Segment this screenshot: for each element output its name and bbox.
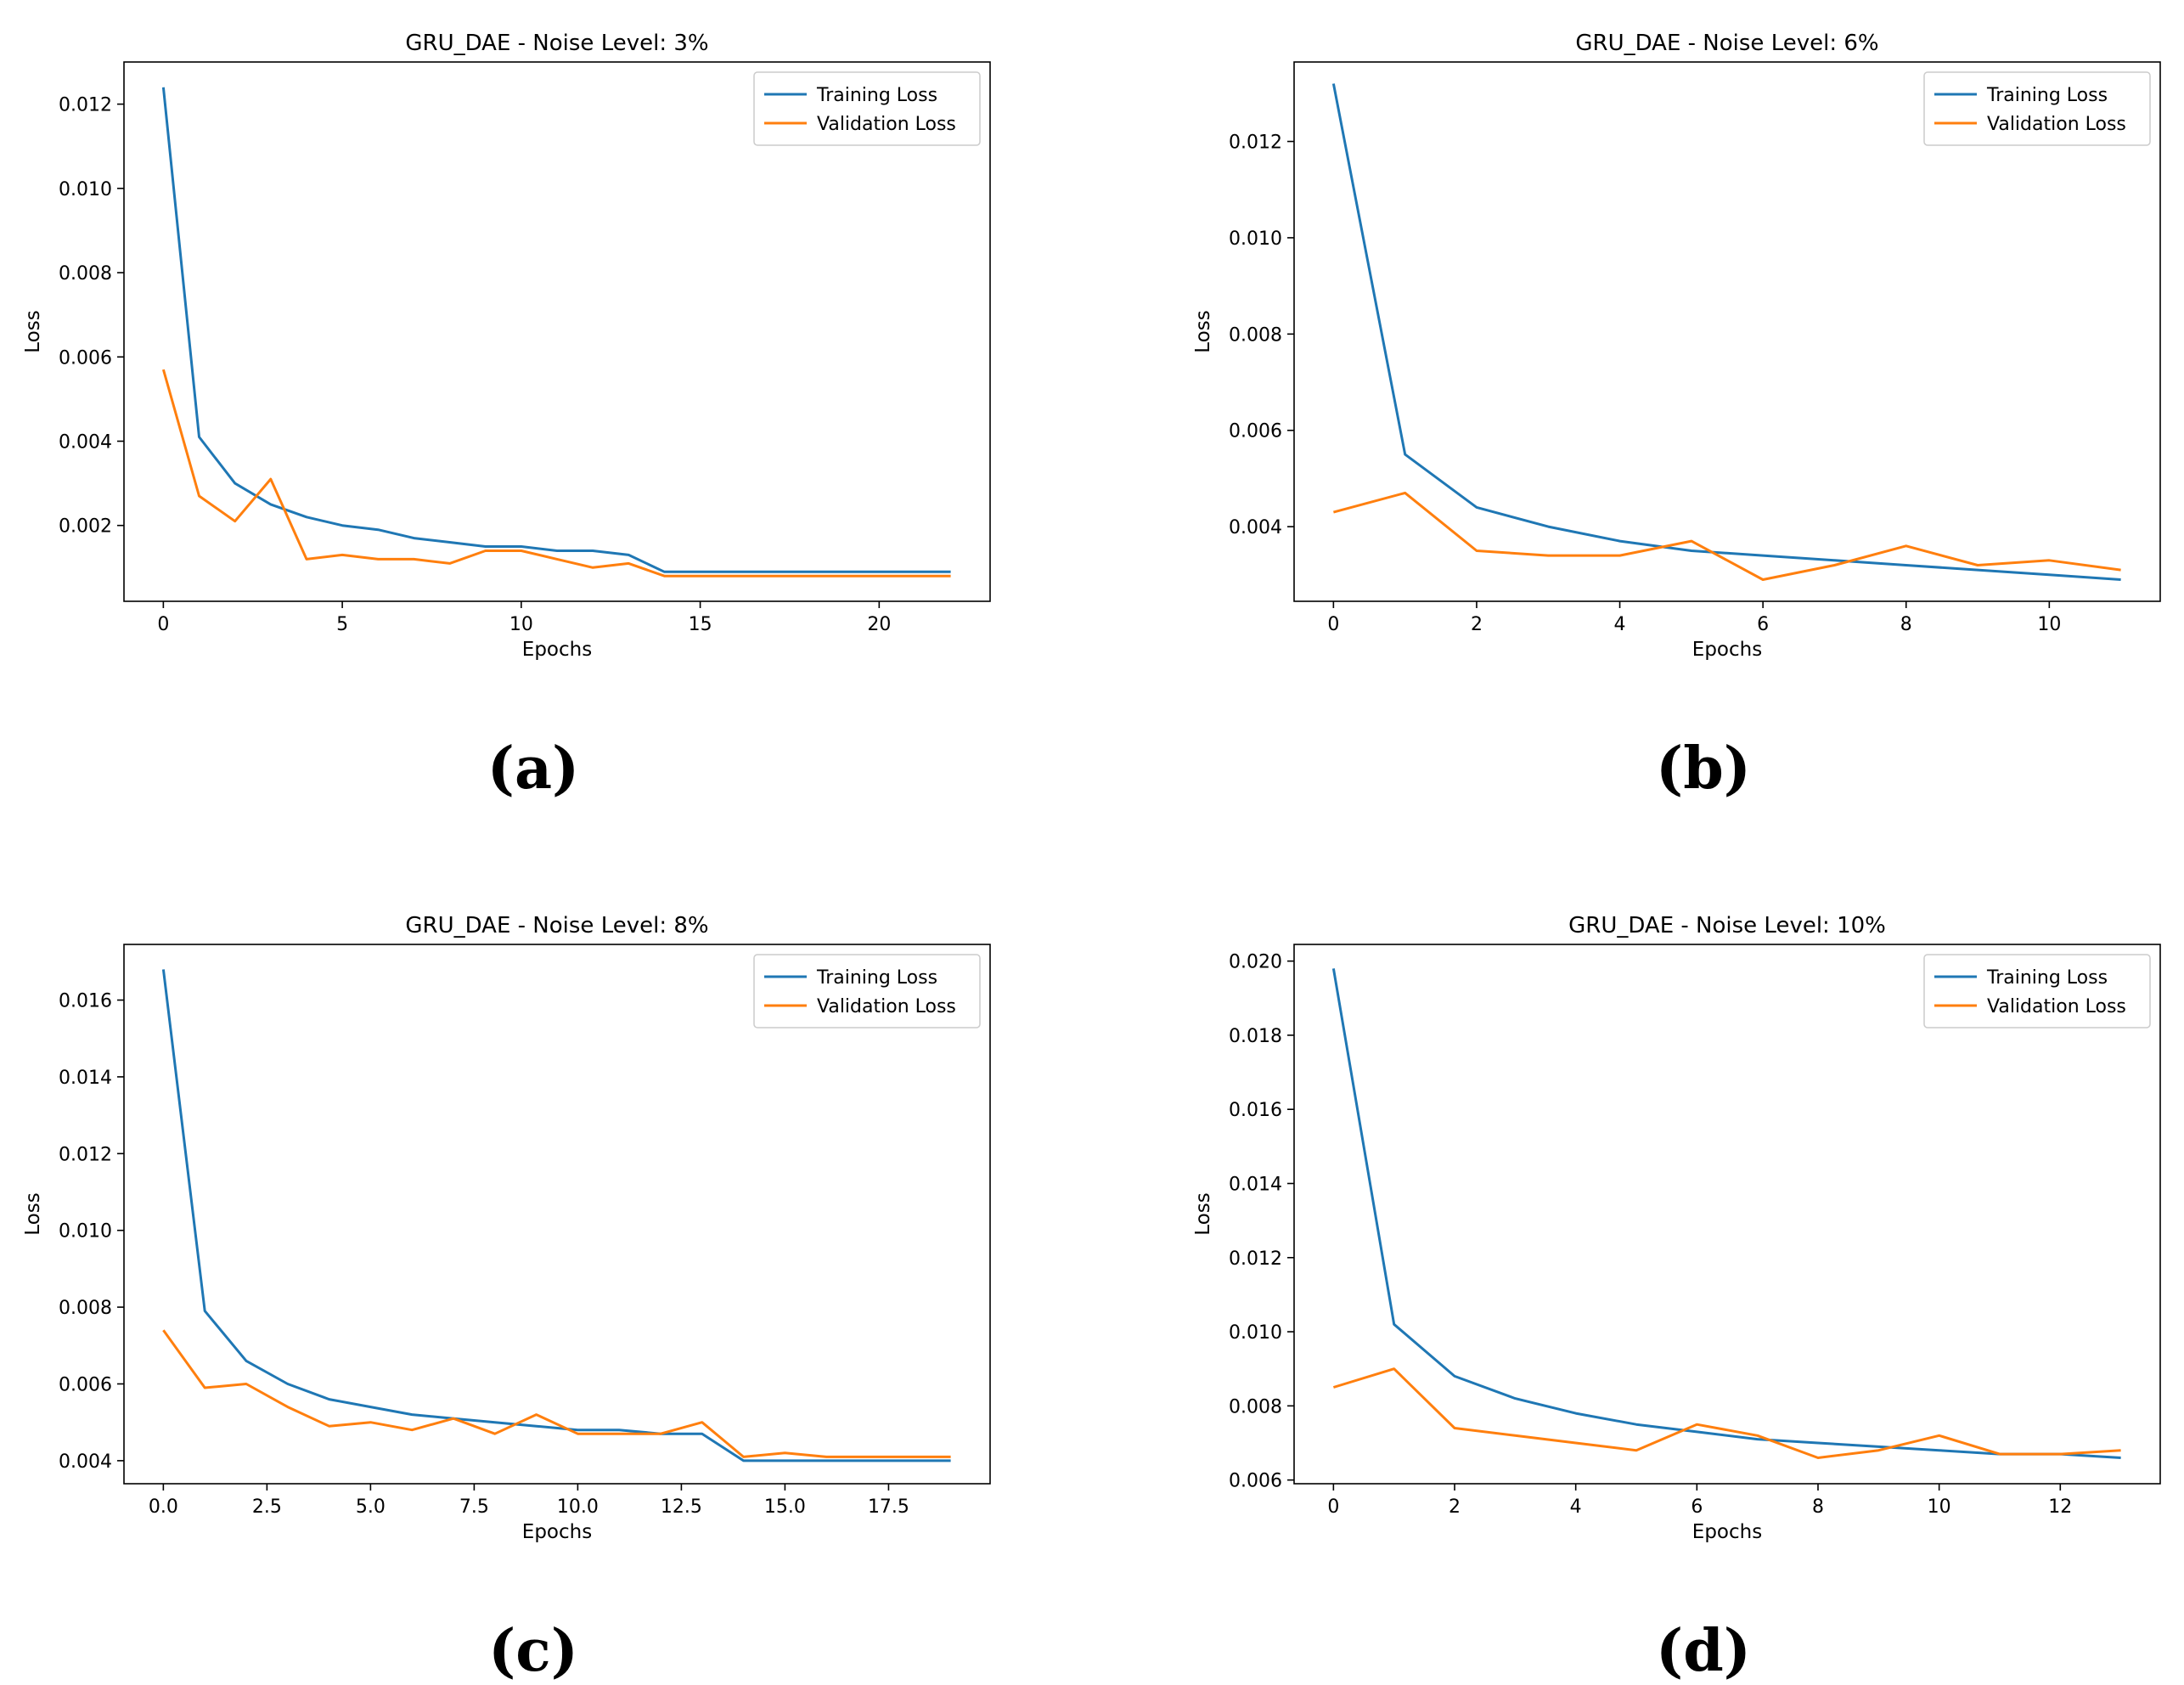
x-tick-label: 10 (1928, 1496, 1951, 1518)
y-tick-label: 0.008 (1229, 324, 1282, 346)
legend-label-training-loss: Training Loss (816, 85, 937, 106)
legend-label-training-loss: Training Loss (1986, 85, 2108, 106)
x-tick-label: 0 (157, 614, 169, 635)
x-tick-label: 10 (509, 614, 533, 635)
x-tick-label: 6 (1757, 614, 1769, 635)
y-tick-label: 0.008 (59, 1298, 112, 1319)
y-tick-label: 0.012 (59, 1144, 112, 1165)
x-tick-label: 4 (1570, 1496, 1582, 1518)
x-tick-label: 0 (1327, 614, 1339, 635)
series-line-training-loss (161, 969, 951, 1462)
chart-panel-c: GRU_DAE - Noise Level: 8% 0.0 2.5 5.0 7.5 10.… (22, 913, 991, 1685)
x-tick-label: 7.5 (459, 1496, 489, 1518)
x-tick-label: 5 (336, 614, 348, 635)
y-tick-label: 0.010 (59, 179, 112, 200)
y-axis-label: Loss (1192, 310, 1214, 352)
series-line-validation-loss (1333, 491, 2121, 581)
x-tick-label: 15 (689, 614, 712, 635)
x-tick-label: 12.5 (661, 1496, 702, 1518)
y-tick-label: 0.004 (1229, 517, 1282, 538)
legend-label-training-loss: Training Loss (1986, 967, 2108, 989)
y-tick-label: 0.006 (59, 347, 112, 369)
panel-caption: (d) (1656, 1617, 1751, 1685)
panel-caption: (b) (1656, 735, 1751, 803)
x-tick-label: 10 (2037, 614, 2061, 635)
x-tick-label: 8 (1900, 614, 1912, 635)
y-tick-label: 0.010 (1229, 228, 1282, 250)
y-tick-label: 0.008 (59, 263, 112, 285)
x-tick-label: 0 (1327, 1496, 1339, 1518)
y-tick-label: 0.020 (1229, 952, 1282, 973)
series-line-training-loss (1331, 83, 2121, 581)
x-tick-label: 4 (1614, 614, 1626, 635)
y-axis-label: Loss (22, 310, 44, 352)
legend-box (753, 954, 981, 1028)
x-axis-label: Epochs (1692, 639, 1762, 661)
plot-frame (123, 944, 991, 1485)
x-tick-label: 12 (2048, 1496, 2072, 1518)
y-tick-label: 0.018 (1229, 1026, 1282, 1047)
chart-panel-b: GRU_DAE - Noise Level: 6% 0 2 4 6 8 10 0.004 0.0… (1192, 31, 2161, 803)
x-axis-label: Epochs (522, 639, 592, 661)
x-axis-label: Epochs (1692, 1521, 1762, 1543)
y-tick-label: 0.004 (59, 431, 112, 453)
y-tick-label: 0.010 (59, 1221, 112, 1243)
legend-label-training-loss: Training Loss (816, 967, 937, 989)
y-tick-label: 0.006 (1229, 421, 1282, 442)
chart-title: GRU_DAE - Noise Level: 6% (1575, 31, 1878, 56)
x-tick-label: 10.0 (557, 1496, 599, 1518)
y-tick-label: 0.006 (59, 1374, 112, 1395)
legend-label-validation-loss: Validation Loss (1987, 114, 2126, 135)
y-tick-label: 0.004 (59, 1451, 112, 1473)
y-tick-label: 0.002 (59, 516, 112, 538)
chart-title: GRU_DAE - Noise Level: 3% (405, 31, 708, 56)
plot-frame (1293, 944, 2161, 1485)
series-line-validation-loss (162, 1329, 951, 1458)
plot-frame (123, 61, 991, 602)
panel-caption: (c) (488, 1617, 578, 1685)
y-tick-label: 0.008 (1229, 1396, 1282, 1417)
legend-label-validation-loss: Validation Loss (817, 114, 956, 135)
x-tick-label: 20 (867, 614, 891, 635)
y-tick-label: 0.016 (1229, 1100, 1282, 1121)
chart-title: GRU_DAE - Noise Level: 10% (1568, 913, 1886, 938)
legend-box (753, 71, 981, 146)
legend-label-validation-loss: Validation Loss (817, 996, 956, 1017)
x-axis-label: Epochs (522, 1521, 592, 1543)
y-tick-label: 0.014 (59, 1068, 112, 1089)
x-tick-label: 2 (1449, 1496, 1461, 1518)
y-axis-label: Loss (1192, 1192, 1214, 1235)
chart-title: GRU_DAE - Noise Level: 8% (405, 913, 708, 938)
y-tick-label: 0.012 (1229, 1248, 1282, 1270)
x-tick-label: 0.0 (149, 1496, 178, 1518)
y-axis-label: Loss (22, 1192, 44, 1235)
x-tick-label: 8 (1812, 1496, 1824, 1518)
x-tick-label: 2 (1471, 614, 1483, 635)
x-tick-label: 5.0 (356, 1496, 386, 1518)
y-tick-label: 0.012 (1229, 132, 1282, 154)
y-tick-label: 0.016 (59, 991, 112, 1012)
series-line-training-loss (1331, 968, 2121, 1459)
plot-frame (1293, 61, 2161, 602)
x-tick-label: 6 (1691, 1496, 1703, 1518)
x-tick-label: 15.0 (764, 1496, 806, 1518)
x-tick-label: 17.5 (868, 1496, 909, 1518)
chart-panel-d: GRU_DAE - Noise Level: 10% 0 2 4 6 8 10 12 0.006… (1192, 913, 2161, 1685)
x-tick-label: 2.5 (252, 1496, 282, 1518)
legend-box (1923, 954, 2151, 1028)
y-tick-label: 0.010 (1229, 1322, 1282, 1344)
y-tick-label: 0.012 (59, 95, 112, 116)
y-tick-label: 0.014 (1229, 1174, 1282, 1195)
series-line-training-loss (161, 87, 951, 573)
legend-label-validation-loss: Validation Loss (1987, 996, 2126, 1017)
series-line-validation-loss (1332, 1367, 2121, 1459)
series-line-validation-loss (161, 369, 951, 578)
y-tick-label: 0.006 (1229, 1471, 1282, 1492)
panel-caption: (a) (487, 735, 579, 803)
chart-panel-a: GRU_DAE - Noise Level: 3% 0 5 10 15 20 0.002 0.… (22, 31, 991, 803)
legend-box (1923, 71, 2151, 146)
